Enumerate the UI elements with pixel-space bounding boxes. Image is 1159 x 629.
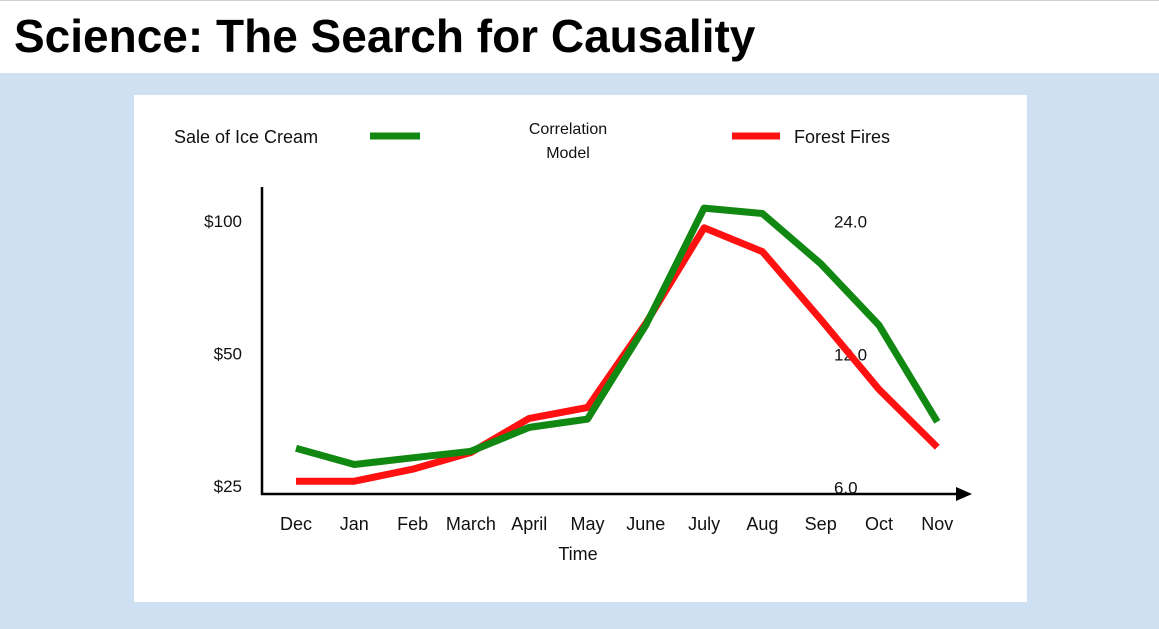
x-tick-label: Sep bbox=[805, 514, 837, 534]
slide-title: Science: The Search for Causality bbox=[14, 10, 756, 62]
legend-center-label-line2: Model bbox=[546, 145, 590, 162]
x-tick-label: Dec bbox=[280, 514, 312, 534]
x-tick-label: Feb bbox=[397, 514, 428, 534]
series-line-ice-cream bbox=[295, 204, 941, 468]
legend-forest-fires-label: Forest Fires bbox=[794, 127, 890, 147]
series-line-forest-fires bbox=[296, 224, 940, 485]
x-tick-label: March bbox=[446, 514, 496, 534]
x-axis-arrowhead bbox=[956, 487, 972, 501]
correlation-line-chart: Sale of Ice Cream Correlation Model Fore… bbox=[174, 121, 972, 564]
x-tick-label: Aug bbox=[746, 514, 778, 534]
legend-ice-cream-label: Sale of Ice Cream bbox=[174, 127, 318, 147]
chart-card: Sale of Ice Cream Correlation Model Fore… bbox=[134, 95, 1027, 602]
y-left-tick-label: $25 bbox=[214, 477, 242, 496]
x-tick-label: July bbox=[688, 514, 720, 534]
y-left-tick-label: $50 bbox=[214, 345, 242, 364]
x-axis-title: Time bbox=[558, 544, 597, 564]
x-tick-label: April bbox=[511, 514, 547, 534]
x-tick-label: June bbox=[626, 514, 665, 534]
x-tick-label: May bbox=[570, 514, 604, 534]
x-tick-label: Jan bbox=[340, 514, 369, 534]
y-right-tick-label: 24.0 bbox=[834, 212, 867, 231]
y-right-tick-label: 6.0 bbox=[834, 478, 858, 497]
legend-center-label-line1: Correlation bbox=[529, 121, 607, 138]
y-left-tick-label: $100 bbox=[204, 212, 242, 231]
x-tick-label: Nov bbox=[921, 514, 953, 534]
slide-header: Science: The Search for Causality bbox=[0, 0, 1159, 73]
x-tick-label: Oct bbox=[865, 514, 893, 534]
